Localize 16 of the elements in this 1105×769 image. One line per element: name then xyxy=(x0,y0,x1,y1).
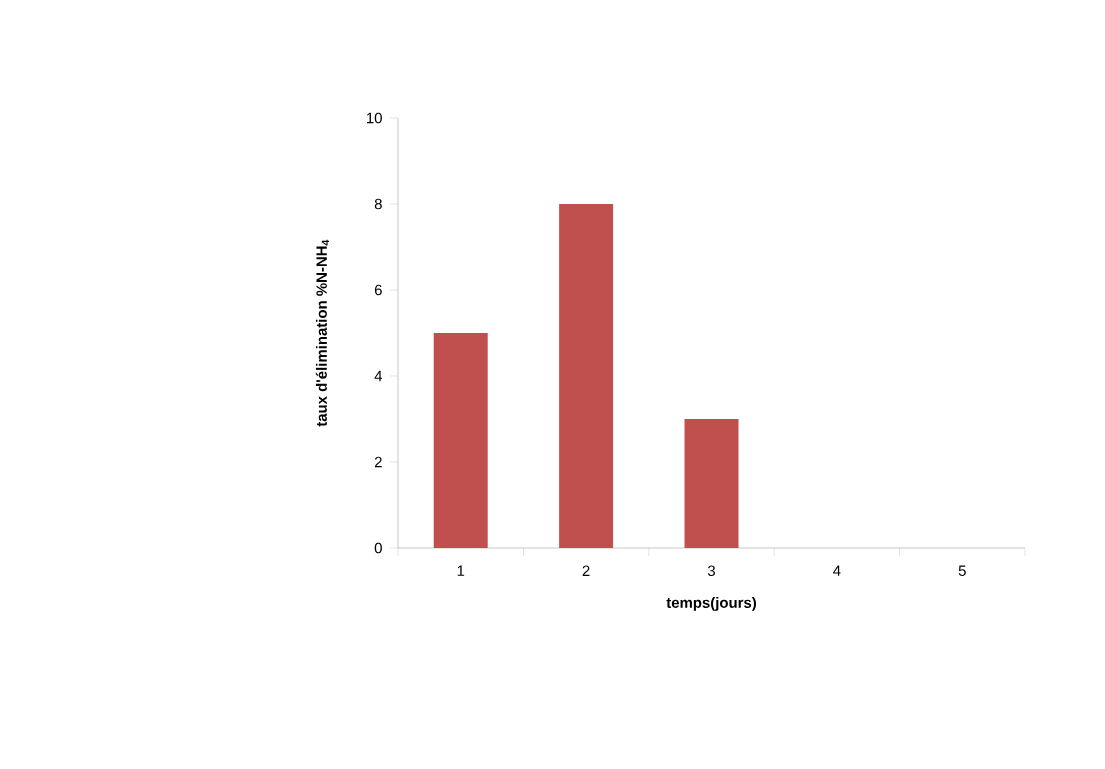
y-tick-label: 2 xyxy=(374,456,382,468)
x-tick-label: 3 xyxy=(707,565,716,577)
y-tick-label: 8 xyxy=(374,198,382,210)
y-axis-title: taux d'élimination %N-NH$_{4}$ xyxy=(315,239,330,427)
y-tick-label: 4 xyxy=(374,370,383,382)
y-tick-label: 10 xyxy=(367,112,382,124)
y-tick-label: 6 xyxy=(374,284,382,296)
x-tick-label: 1 xyxy=(457,565,465,576)
bar xyxy=(433,333,488,548)
x-tick-label: 2 xyxy=(582,565,590,576)
x-tick-label: 5 xyxy=(958,565,966,576)
bar xyxy=(559,204,614,548)
y-tick-label: 0 xyxy=(374,542,382,554)
x-axis-title: temps(jours) xyxy=(666,596,757,611)
x-tick-label: 4 xyxy=(833,565,841,576)
bar xyxy=(684,419,739,548)
